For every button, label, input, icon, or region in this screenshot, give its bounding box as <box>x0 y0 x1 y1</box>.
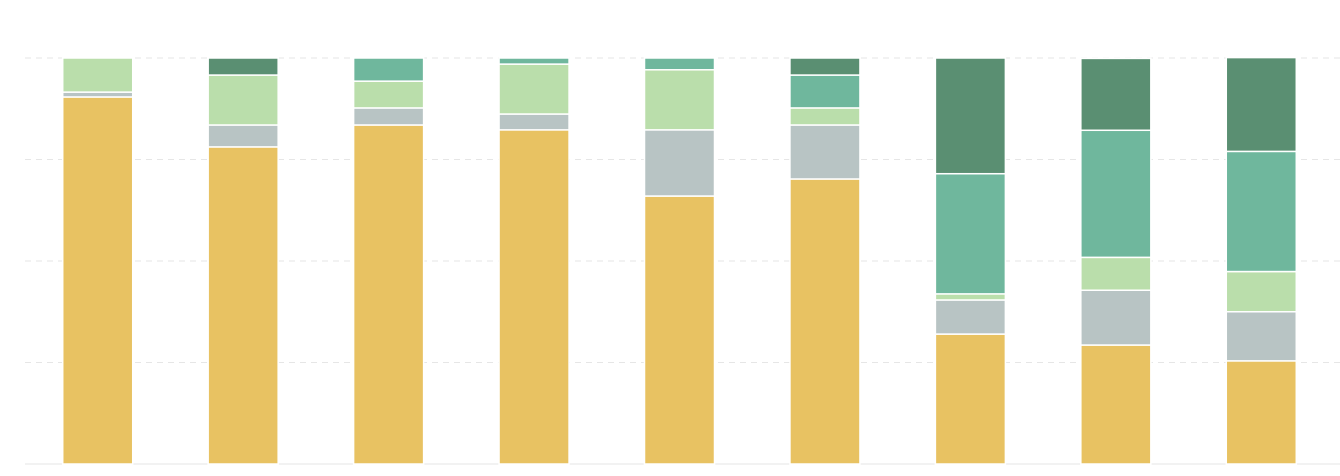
bar-segment <box>789 74 861 109</box>
bar-segment <box>352 80 425 109</box>
bar-segment <box>1080 289 1152 346</box>
bar-segment <box>498 129 570 465</box>
bar-segment <box>352 124 425 465</box>
bar-segment <box>1225 360 1298 465</box>
bar-segment <box>934 172 1007 295</box>
bar-segment <box>643 129 716 197</box>
bar-segment <box>1225 270 1298 313</box>
bar-segment <box>1080 129 1152 259</box>
bar-segment <box>207 74 279 126</box>
bar-segment <box>1080 344 1152 465</box>
bar-segment <box>934 333 1007 465</box>
bar-segment <box>1225 56 1298 153</box>
bar-segment <box>643 69 716 131</box>
bar-segment <box>789 124 861 180</box>
bar-segment <box>498 63 570 115</box>
bar-segment <box>498 57 570 65</box>
bar-segment <box>207 57 279 76</box>
bar-segment <box>207 124 279 148</box>
bar-segment <box>643 57 716 71</box>
bar-segment <box>61 57 134 93</box>
bar-segment <box>207 146 279 465</box>
bar-segment <box>934 57 1007 175</box>
bar-segment <box>789 178 861 465</box>
bar-segment <box>643 195 716 465</box>
bar-segment <box>61 96 134 465</box>
bar-segment <box>1080 256 1152 291</box>
bar-segment <box>934 299 1007 335</box>
bar-segment <box>934 293 1007 301</box>
bar-segment <box>352 107 425 126</box>
bar-segment <box>1225 311 1298 362</box>
bar-segment <box>789 107 861 126</box>
bar-segment <box>1225 150 1298 273</box>
bar-segment <box>352 57 425 82</box>
bar-segment <box>498 113 570 131</box>
bar-segment <box>1080 57 1152 132</box>
bar-segment <box>789 57 861 76</box>
